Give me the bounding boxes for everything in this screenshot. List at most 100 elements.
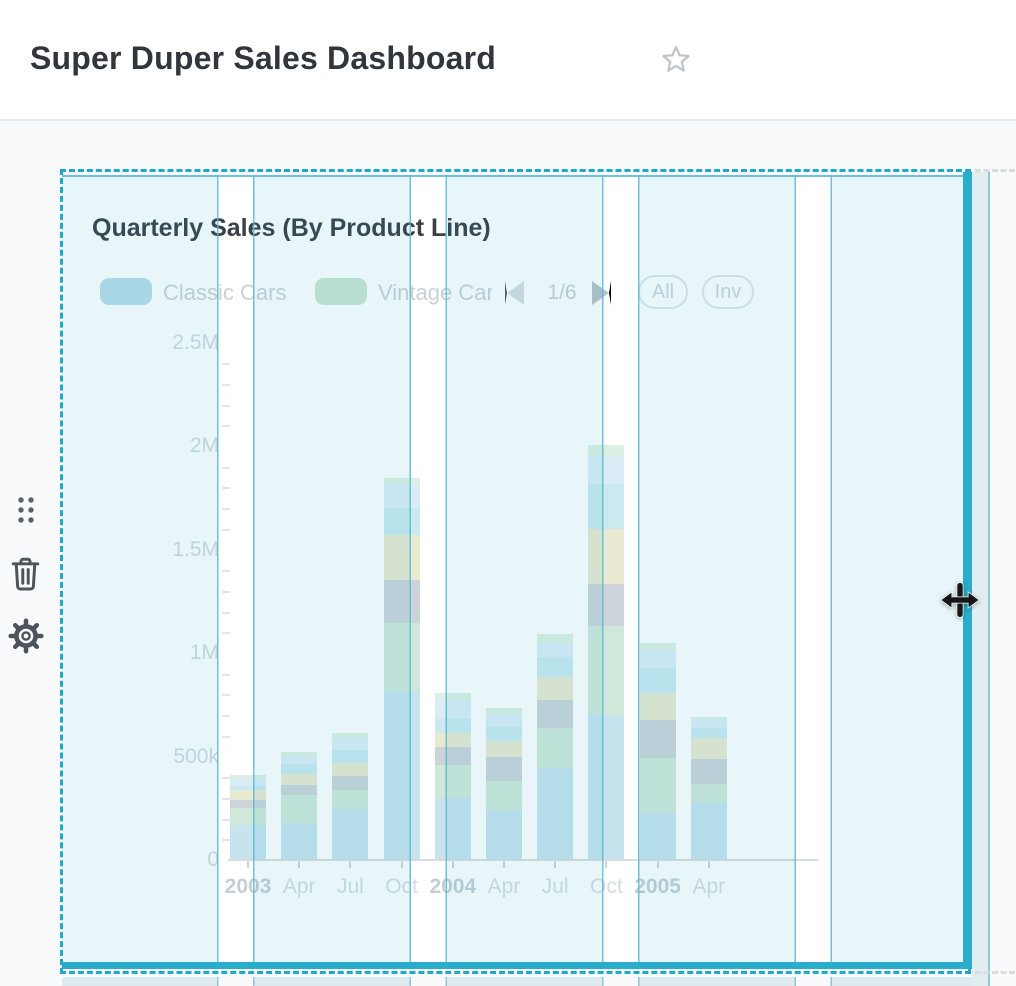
card-resize-edge-right[interactable] bbox=[963, 172, 972, 969]
x-tick-label: Apr bbox=[692, 875, 726, 898]
bar-segment bbox=[281, 756, 318, 764]
bar-segment bbox=[486, 741, 522, 757]
bar-segment bbox=[332, 750, 369, 763]
bar-segment bbox=[639, 642, 676, 650]
bar-segment bbox=[537, 727, 574, 768]
x-axis-tick bbox=[349, 861, 352, 868]
bar-segment bbox=[332, 762, 369, 777]
grid-column-outside-card bbox=[972, 172, 990, 986]
bar-segment bbox=[537, 634, 574, 643]
bar-segment bbox=[281, 822, 318, 860]
bar-segment bbox=[537, 767, 574, 860]
bar-segment bbox=[332, 789, 369, 810]
bar-segment bbox=[639, 720, 676, 758]
y-axis-minor-tick bbox=[222, 363, 230, 366]
bar-segment bbox=[639, 667, 676, 694]
bar-segment bbox=[434, 700, 471, 720]
y-axis-minor-tick bbox=[222, 818, 230, 821]
y-axis-minor-tick bbox=[222, 694, 230, 697]
bar-segment bbox=[281, 784, 318, 795]
drag-handle-icon bbox=[18, 497, 34, 523]
trash-icon bbox=[11, 557, 40, 591]
bar-segment bbox=[690, 784, 727, 803]
bar-segment bbox=[639, 649, 676, 668]
bar-segment bbox=[588, 484, 625, 529]
bar-segment bbox=[383, 691, 420, 860]
bar-segment bbox=[434, 747, 471, 765]
bar-segment bbox=[230, 799, 266, 809]
bar-segment bbox=[588, 528, 625, 584]
legend-page-indicator: 1/6 bbox=[547, 281, 577, 304]
card-title: Quarterly Sales (By Product Line) bbox=[92, 214, 491, 242]
bar-stack-jul bbox=[537, 634, 574, 860]
y-axis-minor-tick bbox=[222, 590, 230, 593]
x-axis-tick bbox=[605, 861, 608, 868]
gear-icon bbox=[8, 618, 44, 654]
page-title: Super Duper Sales Dashboard bbox=[30, 40, 496, 76]
bar-segment bbox=[434, 719, 471, 733]
legend-swatch-vintage-cars[interactable] bbox=[315, 278, 367, 305]
y-tick-label: 1.5M bbox=[172, 537, 219, 561]
gridline bbox=[232, 548, 812, 551]
bar-stack-2003 bbox=[230, 775, 266, 860]
favorite-star-button[interactable] bbox=[660, 44, 692, 76]
y-axis-minor-tick bbox=[222, 487, 230, 490]
bar-segment bbox=[434, 693, 471, 701]
x-axis-tick bbox=[707, 861, 710, 868]
outline-extension-bottom bbox=[975, 971, 1015, 974]
legend-prev-page-button[interactable] bbox=[505, 281, 524, 305]
bar-segment bbox=[588, 583, 625, 627]
bar-segment bbox=[281, 794, 318, 823]
bar-segment bbox=[230, 824, 266, 860]
bar-segment bbox=[281, 763, 318, 774]
y-axis-minor-tick bbox=[222, 528, 230, 531]
bar-segment bbox=[332, 776, 369, 790]
card-settings-button[interactable] bbox=[8, 618, 44, 657]
bar-stack-apr bbox=[281, 752, 318, 860]
y-axis-minor-tick bbox=[222, 839, 230, 842]
y-axis-minor-tick bbox=[222, 715, 230, 718]
remove-card-button[interactable] bbox=[10, 555, 41, 595]
legend-label-classic-cars[interactable]: Classic Cars bbox=[163, 280, 287, 305]
y-axis-minor-tick bbox=[222, 797, 230, 800]
legend-invert-button[interactable]: Inv bbox=[702, 275, 754, 309]
y-axis-minor-tick bbox=[222, 777, 230, 780]
x-axis-line bbox=[228, 859, 818, 861]
bar-stack-2004 bbox=[434, 693, 471, 860]
x-axis-tick bbox=[400, 861, 403, 868]
legend-swatch-classic-cars[interactable] bbox=[100, 278, 152, 305]
y-tick-label: 500k bbox=[173, 744, 219, 768]
x-axis-tick bbox=[656, 861, 659, 868]
card-drag-handle[interactable] bbox=[16, 495, 36, 528]
bar-segment bbox=[690, 802, 727, 860]
x-axis-tick bbox=[503, 861, 505, 868]
bar-segment bbox=[690, 737, 727, 759]
y-axis-minor-tick bbox=[222, 632, 230, 635]
gridline bbox=[232, 652, 812, 654]
bar-stack-jul bbox=[332, 732, 369, 860]
bar-segment bbox=[486, 781, 522, 811]
legend-next-page-button[interactable] bbox=[592, 281, 611, 305]
legend-all-button[interactable]: All bbox=[638, 275, 688, 309]
legend-label-vintage-cars[interactable]: Vintage Cars bbox=[378, 280, 492, 305]
bar-segment bbox=[383, 535, 420, 580]
bar-segment bbox=[537, 657, 574, 677]
bar-segment bbox=[434, 732, 471, 748]
x-axis-tick bbox=[554, 861, 557, 868]
bar-stack-apr bbox=[486, 707, 522, 860]
y-axis-minor-tick bbox=[222, 425, 230, 428]
y-axis-minor-tick bbox=[222, 570, 230, 573]
bar-segment bbox=[383, 508, 420, 536]
bar-segment bbox=[486, 726, 522, 741]
bar-segment bbox=[281, 773, 318, 785]
bar-segment bbox=[537, 699, 574, 728]
card-resize-edge-bottom[interactable] bbox=[62, 962, 972, 969]
y-tick-label: 1M bbox=[189, 641, 219, 664]
quarterly-sales-chart: Quarterly Sales (By Product Line) Classi… bbox=[62, 175, 963, 962]
y-axis-minor-tick bbox=[222, 466, 230, 469]
bar-segment bbox=[588, 445, 625, 457]
bar-segment bbox=[639, 693, 676, 721]
bar-segment bbox=[537, 642, 574, 658]
y-tick-label: 0 bbox=[207, 848, 219, 871]
